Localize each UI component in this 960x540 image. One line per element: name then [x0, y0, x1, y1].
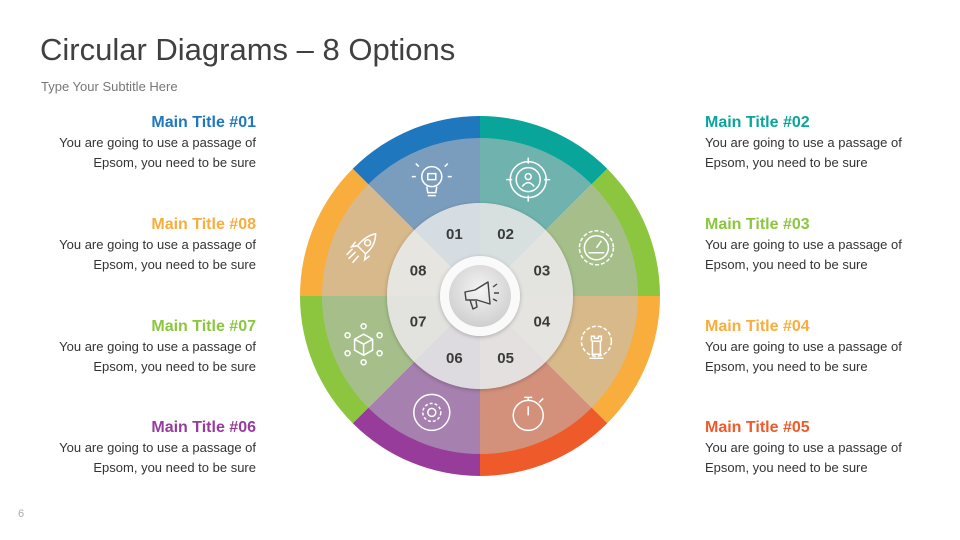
option-04-text: Main Title #04 You are going to use a pa… — [705, 317, 935, 377]
option-desc-line2: Epsom, you need to be sure — [93, 359, 256, 374]
option-desc-line1: You are going to use a passage of — [59, 339, 256, 354]
inner-segment-03 — [508, 230, 573, 296]
gauge-gear-icon — [578, 230, 615, 266]
stopwatch-icon — [512, 396, 544, 432]
outer-ring-segment-08 — [300, 168, 369, 296]
option-desc-line2: Epsom, you need to be sure — [705, 257, 868, 272]
segment-number: 05 — [497, 350, 514, 367]
option-desc-line1: You are going to use a passage of — [705, 440, 902, 455]
option-05-text: Main Title #05 You are going to use a pa… — [705, 418, 935, 478]
segment-number: 03 — [534, 262, 551, 279]
rocket-icon — [346, 232, 377, 264]
target-team-icon — [506, 157, 551, 202]
segment-number: 01 — [446, 226, 463, 243]
option-01-text: Main Title #01 You are going to use a pa… — [26, 113, 256, 173]
gear-cycle-icon — [413, 393, 451, 432]
option-03-text: Main Title #03 You are going to use a pa… — [705, 215, 935, 275]
outer-ring-segment-07 — [300, 296, 369, 424]
box-network-icon — [344, 322, 383, 366]
segment-number: 06 — [446, 350, 463, 367]
segment-number: 04 — [534, 314, 551, 331]
inner-segment-04 — [508, 296, 573, 362]
outer-ring-segment-04 — [591, 296, 660, 424]
page-subtitle: Type Your Subtitle Here — [41, 79, 178, 94]
megaphone-icon — [464, 281, 499, 310]
option-title: Main Title #01 — [151, 114, 256, 131]
option-desc-line1: You are going to use a passage of — [59, 237, 256, 252]
outer-ring-segment-05 — [480, 407, 608, 476]
segment-number: 08 — [410, 262, 427, 279]
center-button[interactable] — [449, 265, 511, 327]
inner-segment-05 — [480, 324, 546, 389]
page-title: Circular Diagrams – 8 Options — [40, 32, 456, 67]
option-desc-line2: Epsom, you need to be sure — [93, 257, 256, 272]
option-desc-line1: You are going to use a passage of — [59, 135, 256, 150]
option-title: Main Title #02 — [705, 114, 810, 131]
option-08-text: Main Title #08 You are going to use a pa… — [26, 215, 256, 275]
option-desc-line1: You are going to use a passage of — [705, 237, 902, 252]
inner-segment-08 — [387, 230, 452, 296]
segment-number: 02 — [497, 226, 514, 243]
option-desc-line1: You are going to use a passage of — [59, 440, 256, 455]
option-title: Main Title #08 — [151, 216, 256, 233]
outer-ring-segment-01 — [352, 116, 480, 185]
option-02-text: Main Title #02 You are going to use a pa… — [705, 113, 935, 173]
chess-gear-icon — [580, 325, 613, 359]
option-desc-line1: You are going to use a passage of — [705, 135, 902, 150]
option-title: Main Title #07 — [151, 318, 256, 335]
option-06-text: Main Title #06 You are going to use a pa… — [26, 418, 256, 478]
segment-number: 07 — [410, 314, 427, 331]
inner-segment-06 — [414, 324, 480, 389]
option-desc-line2: Epsom, you need to be sure — [705, 359, 868, 374]
outer-ring-segment-03 — [591, 168, 660, 296]
outer-ring-segment-02 — [480, 116, 608, 185]
option-title: Main Title #04 — [705, 318, 810, 335]
option-desc-line1: You are going to use a passage of — [705, 339, 902, 354]
outer-ring-segment-06 — [352, 407, 480, 476]
option-desc-line2: Epsom, you need to be sure — [93, 155, 256, 170]
option-title: Main Title #06 — [151, 419, 256, 436]
inner-segment-02 — [480, 203, 546, 268]
option-desc-line2: Epsom, you need to be sure — [705, 460, 868, 475]
inner-segment-01 — [414, 203, 480, 268]
inner-segment-07 — [387, 296, 452, 362]
option-07-text: Main Title #07 You are going to use a pa… — [26, 317, 256, 377]
option-desc-line2: Epsom, you need to be sure — [705, 155, 868, 170]
option-title: Main Title #05 — [705, 419, 810, 436]
lightbulb-puzzle-icon — [411, 163, 452, 197]
page-number: 6 — [18, 508, 25, 520]
option-desc-line2: Epsom, you need to be sure — [93, 460, 256, 475]
option-title: Main Title #03 — [705, 216, 810, 233]
